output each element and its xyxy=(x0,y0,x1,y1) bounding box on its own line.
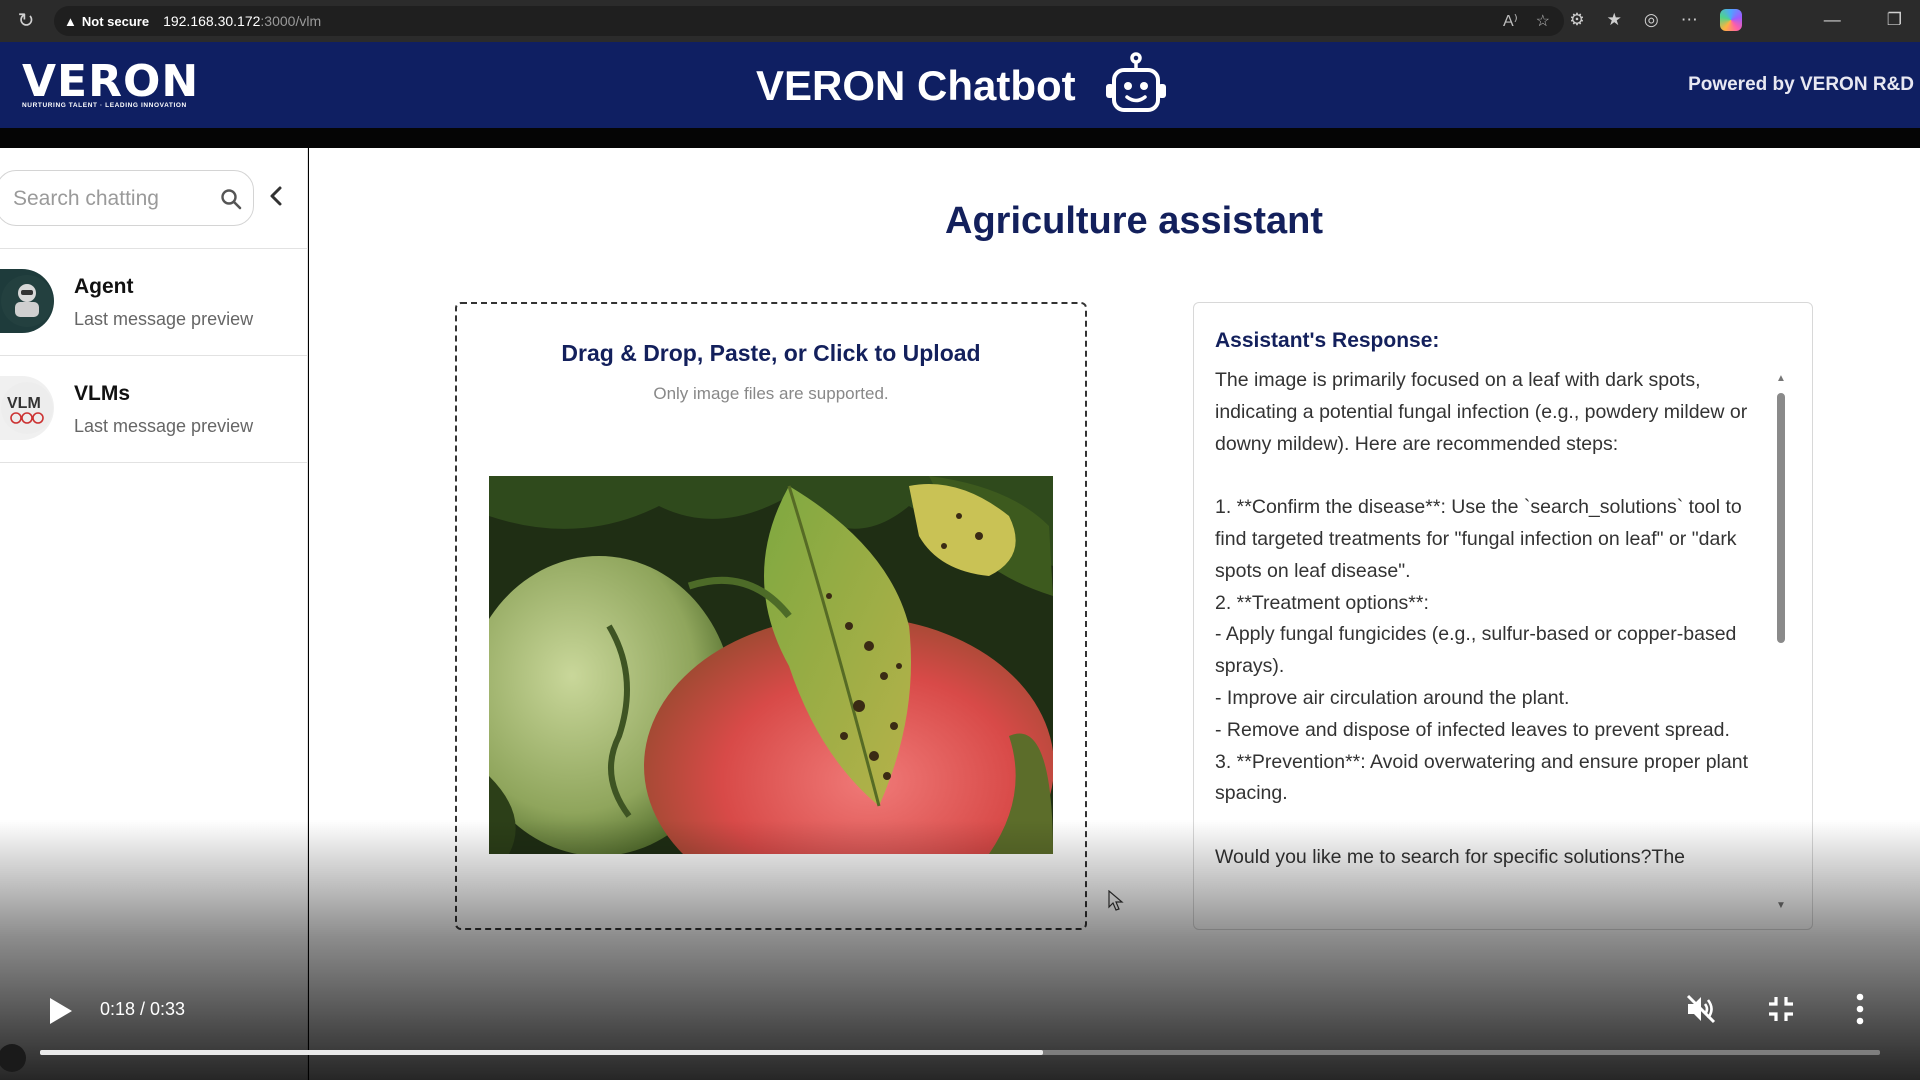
chevron-left-icon[interactable] xyxy=(266,184,286,208)
restore-icon[interactable]: ❐ xyxy=(1886,10,1902,29)
sidebar-divider xyxy=(0,355,308,356)
corner-indicator xyxy=(0,1044,26,1072)
favorite-star-icon[interactable]: ☆ xyxy=(1535,13,1550,30)
header-title: VERON Chatbot xyxy=(756,62,1076,109)
reload-icon[interactable]: ↻ xyxy=(17,10,35,32)
security-label[interactable]: Not secure xyxy=(81,13,150,29)
chat-preview: Last message preview xyxy=(74,416,254,436)
read-aloud-icon[interactable]: A⁾ xyxy=(1503,13,1518,30)
chat-item-vlms[interactable]: VLM VLMs Last message preview xyxy=(0,356,307,462)
profile-icon[interactable]: ◎ xyxy=(1643,10,1659,29)
veron-logo[interactable]: VERON xyxy=(22,56,200,107)
muted-volume-icon[interactable] xyxy=(1684,992,1718,1026)
favorites-icon[interactable]: ★ xyxy=(1606,10,1622,29)
extensions-icon[interactable]: ⚙ xyxy=(1569,10,1585,29)
video-progress-fill xyxy=(40,1050,1043,1055)
powered-by-label: Powered by VERON R&D xyxy=(1688,74,1914,95)
minimize-icon[interactable]: — xyxy=(1823,10,1841,29)
exit-fullscreen-icon[interactable] xyxy=(1766,994,1796,1024)
video-controls-gradient xyxy=(0,820,1920,1080)
response-label: Assistant's Response: xyxy=(1215,329,1440,352)
svg-text:VLM: VLM xyxy=(7,395,41,412)
chat-preview: Last message preview xyxy=(74,309,254,329)
browser-toolbar: ↻ ▲ Not secure 192.168.30.172:3000/vlm A… xyxy=(0,0,1920,42)
address-bar[interactable]: ▲ Not secure 192.168.30.172:3000/vlm A⁾ … xyxy=(54,6,1564,36)
app-header: VERON NURTURING TALENT · LEADING INNOVAT… xyxy=(0,42,1920,128)
url-host: 192.168.30.172 xyxy=(163,13,261,29)
more-options-vertical-icon[interactable] xyxy=(1850,992,1870,1026)
search-input[interactable] xyxy=(13,185,213,213)
url-path: :3000/vlm xyxy=(260,13,322,29)
upload-hint: Only image files are supported. xyxy=(653,384,889,403)
chat-item-agent[interactable]: Agent Last message preview xyxy=(0,249,307,355)
video-progress-bar[interactable] xyxy=(40,1050,1880,1055)
robot-icon xyxy=(1106,52,1166,112)
chat-name: Agent xyxy=(74,275,134,298)
search-icon[interactable] xyxy=(219,187,243,211)
sidebar-divider xyxy=(0,462,308,463)
uploaded-leaf-image xyxy=(489,476,1053,854)
scroll-up-icon[interactable]: ▲ xyxy=(1776,373,1786,384)
sidebar-divider xyxy=(0,248,308,249)
chat-name: VLMs xyxy=(74,382,131,405)
header-divider xyxy=(0,128,1920,148)
scrollbar-thumb[interactable] xyxy=(1777,393,1785,643)
more-options-icon[interactable]: ⋯ xyxy=(1680,10,1698,29)
time-display: 0:18 / 0:33 xyxy=(100,999,186,1019)
agent-avatar xyxy=(0,269,54,333)
upload-title: Drag & Drop, Paste, or Click to Upload xyxy=(561,340,981,366)
play-icon[interactable] xyxy=(46,996,74,1026)
search-box xyxy=(0,170,254,226)
page-title: Agriculture assistant xyxy=(945,200,1323,242)
warning-icon: ▲ xyxy=(64,13,77,29)
logo-tagline: NURTURING TALENT · LEADING INNOVATION xyxy=(22,102,187,109)
vlms-avatar: VLM xyxy=(0,376,54,440)
copilot-icon[interactable] xyxy=(1719,9,1742,31)
